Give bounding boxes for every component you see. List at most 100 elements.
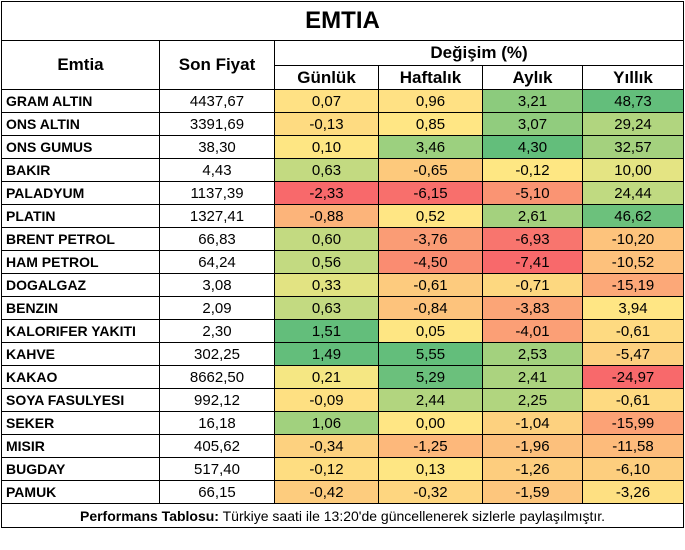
weekly-change: -0,84 [378, 296, 483, 320]
monthly-change: -1,96 [482, 434, 583, 458]
daily-change: -0,13 [274, 112, 379, 136]
daily-change: 1,06 [274, 411, 379, 435]
last-price: 3391,69 [159, 112, 275, 136]
header-aylik: Aylık [482, 65, 583, 90]
monthly-change: -1,04 [482, 411, 583, 435]
commodity-name: BUGDAY [1, 457, 160, 481]
monthly-change: -5,10 [482, 181, 583, 205]
monthly-change: 2,25 [482, 388, 583, 412]
header-son-fiyat: Son Fiyat [159, 40, 275, 90]
weekly-change: -0,61 [378, 273, 483, 297]
table-row: PLATIN 1327,41 -0,88 0,52 2,61 46,62 [1, 204, 685, 228]
daily-change: -0,34 [274, 434, 379, 458]
monthly-change: -6,93 [482, 227, 583, 251]
table-body: GRAM ALTIN 4437,67 0,07 0,96 3,21 48,73 ONS AL… [1, 89, 685, 504]
yearly-change: 32,57 [581, 135, 685, 159]
table-row: SOYA FASULYESI 992,12 -0,09 2,44 2,25 -0,61 [1, 388, 685, 412]
table-row: KAKAO 8662,50 0,21 5,29 2,41 -24,97 [1, 365, 685, 389]
weekly-change: -4,50 [378, 250, 483, 274]
weekly-change: -1,25 [378, 434, 483, 458]
monthly-change: -0,71 [482, 273, 583, 297]
table-row: KALORIFER YAKITI 2,30 1,51 0,05 -4,01 -0,61 [1, 319, 685, 343]
commodity-name: HAM PETROL [1, 250, 160, 274]
weekly-change: 5,29 [378, 365, 483, 389]
yearly-change: 24,44 [581, 181, 685, 205]
commodity-name: SEKER [1, 411, 160, 435]
yearly-change: 3,94 [581, 296, 685, 320]
yearly-change: -15,99 [581, 411, 685, 435]
daily-change: 0,63 [274, 296, 379, 320]
table-row: BAKIR 4,43 0,63 -0,65 -0,12 10,00 [1, 158, 685, 182]
commodity-name: DOGALGAZ [1, 273, 160, 297]
weekly-change: 0,05 [378, 319, 483, 343]
monthly-change: -1,59 [482, 480, 583, 504]
commodity-name: KAHVE [1, 342, 160, 366]
weekly-change: -0,65 [378, 158, 483, 182]
header-yillik: Yıllık [581, 65, 685, 90]
yearly-change: -5,47 [581, 342, 685, 366]
table-row: ONS ALTIN 3391,69 -0,13 0,85 3,07 29,24 [1, 112, 685, 136]
table-row: DOGALGAZ 3,08 0,33 -0,61 -0,71 -15,19 [1, 273, 685, 297]
monthly-change: -4,01 [482, 319, 583, 343]
table-title: EMTIA [0, 1, 685, 41]
commodity-name: KAKAO [1, 365, 160, 389]
last-price: 517,40 [159, 457, 275, 481]
table-row: KAHVE 302,25 1,49 5,55 2,53 -5,47 [1, 342, 685, 366]
commodity-name: PAMUK [1, 480, 160, 504]
commodity-performance-table: EMTIA Emtia Son Fiyat Değişim (%) Günlük… [0, 1, 685, 528]
last-price: 4437,67 [159, 89, 275, 113]
weekly-change: 0,96 [378, 89, 483, 113]
daily-change: -0,88 [274, 204, 379, 228]
weekly-change: -6,15 [378, 181, 483, 205]
table-row: BENZIN 2,09 0,63 -0,84 -3,83 3,94 [1, 296, 685, 320]
commodity-name: KALORIFER YAKITI [1, 319, 160, 343]
last-price: 405,62 [159, 434, 275, 458]
yearly-change: -3,26 [581, 480, 685, 504]
last-price: 2,30 [159, 319, 275, 343]
table-row: PALADYUM 1137,39 -2,33 -6,15 -5,10 24,44 [1, 181, 685, 205]
footer-label: Performans Tablosu: [79, 507, 219, 524]
weekly-change: 0,52 [378, 204, 483, 228]
daily-change: 0,10 [274, 135, 379, 159]
table-row: MISIR 405,62 -0,34 -1,25 -1,96 -11,58 [1, 434, 685, 458]
daily-change: 1,49 [274, 342, 379, 366]
header-haftalik: Haftalık [378, 65, 483, 90]
last-price: 2,09 [159, 296, 275, 320]
commodity-name: PLATIN [1, 204, 160, 228]
last-price: 8662,50 [159, 365, 275, 389]
weekly-change: 0,85 [378, 112, 483, 136]
monthly-change: 3,21 [482, 89, 583, 113]
table-row: HAM PETROL 64,24 0,56 -4,50 -7,41 -10,52 [1, 250, 685, 274]
last-price: 302,25 [159, 342, 275, 366]
last-price: 66,83 [159, 227, 275, 251]
daily-change: 1,51 [274, 319, 379, 343]
daily-change: 0,07 [274, 89, 379, 113]
monthly-change: -7,41 [482, 250, 583, 274]
last-price: 4,43 [159, 158, 275, 182]
footer-text: Türkiye saati ile 13:20'de güncellenerek… [218, 507, 606, 524]
daily-change: 0,56 [274, 250, 379, 274]
monthly-change: -3,83 [482, 296, 583, 320]
table-footer: Performans Tablosu: Türkiye saati ile 13… [0, 503, 685, 528]
daily-change: 0,33 [274, 273, 379, 297]
header-gunluk: Günlük [274, 65, 379, 90]
last-price: 1327,41 [159, 204, 275, 228]
commodity-name: MISIR [1, 434, 160, 458]
yearly-change: -6,10 [581, 457, 685, 481]
monthly-change: 2,41 [482, 365, 583, 389]
daily-change: 0,63 [274, 158, 379, 182]
yearly-change: -10,20 [581, 227, 685, 251]
yearly-change: 29,24 [581, 112, 685, 136]
weekly-change: -0,32 [378, 480, 483, 504]
weekly-change: 0,00 [378, 411, 483, 435]
commodity-name: SOYA FASULYESI [1, 388, 160, 412]
yearly-change: -0,61 [581, 319, 685, 343]
daily-change: 0,60 [274, 227, 379, 251]
last-price: 16,18 [159, 411, 275, 435]
commodity-name: BRENT PETROL [1, 227, 160, 251]
weekly-change: 3,46 [378, 135, 483, 159]
yearly-change: -11,58 [581, 434, 685, 458]
last-price: 64,24 [159, 250, 275, 274]
monthly-change: 3,07 [482, 112, 583, 136]
